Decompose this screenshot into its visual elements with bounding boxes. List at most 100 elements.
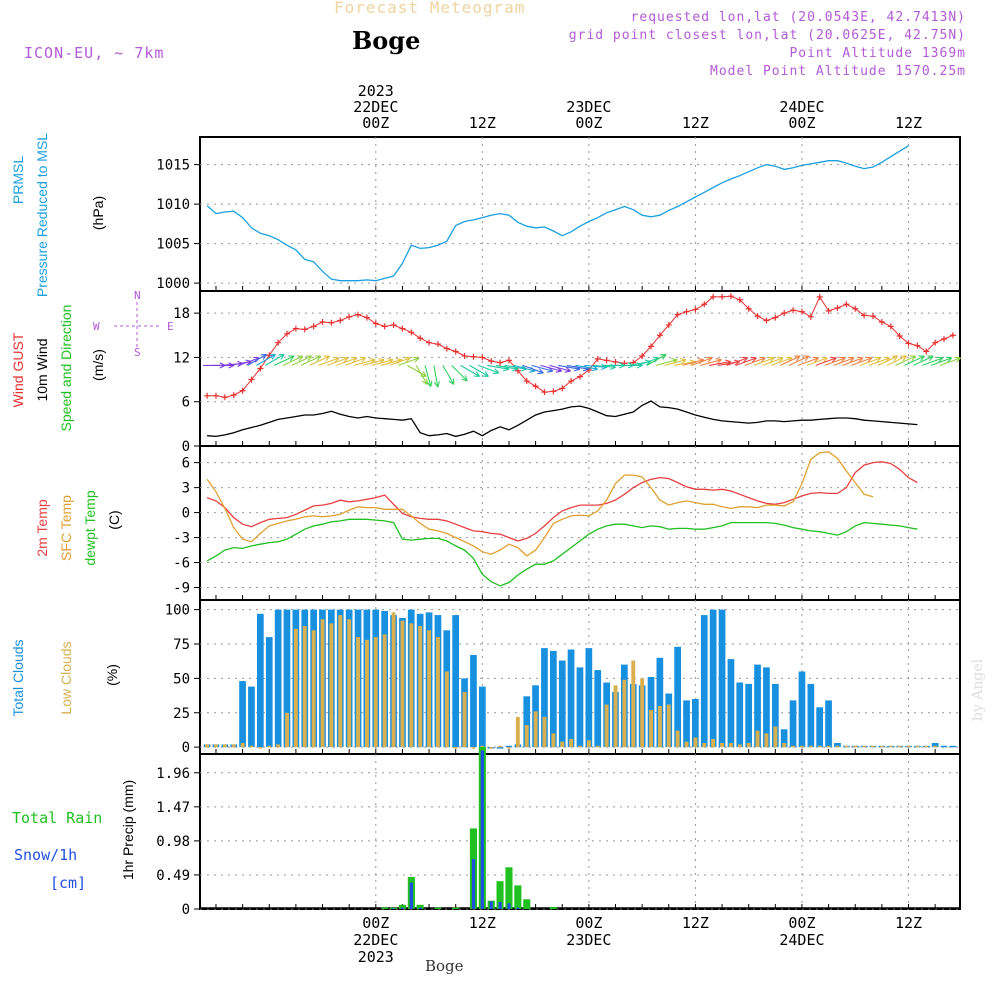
wind-direction-arrow bbox=[930, 356, 953, 366]
wind-direction-arrow bbox=[824, 356, 846, 366]
bottom-time-label: 00Z bbox=[575, 914, 602, 932]
y-tick-label: 75 bbox=[173, 637, 190, 653]
low-cloud-bar bbox=[897, 745, 902, 748]
bottom-time-label: 00Z bbox=[788, 914, 815, 932]
total-cloud-bar bbox=[949, 745, 957, 748]
wind-direction-arrow bbox=[744, 356, 766, 366]
wind-gust-marker bbox=[861, 312, 868, 319]
y-tick-label: 0 bbox=[182, 506, 190, 522]
wind-direction-arrow bbox=[309, 355, 331, 366]
wind-gust-marker bbox=[843, 301, 850, 308]
snow-bar bbox=[507, 903, 511, 909]
temp-sfc-line bbox=[206, 451, 874, 557]
temp-dewpt-line bbox=[206, 518, 918, 587]
low-cloud-bar bbox=[444, 671, 449, 748]
wind-direction-arrow bbox=[442, 365, 455, 385]
low-cloud-bar bbox=[453, 747, 458, 749]
wind-direction-arrow bbox=[851, 356, 873, 366]
wind-gust-marker bbox=[408, 329, 415, 336]
low-cloud-bar bbox=[640, 678, 645, 748]
bottom-time-label: 23DEC bbox=[566, 931, 611, 949]
low-cloud-bar bbox=[782, 743, 787, 748]
low-cloud-bar bbox=[436, 637, 440, 748]
wind-direction-arrow bbox=[779, 355, 801, 366]
rain-bar bbox=[416, 904, 424, 909]
total-cloud-bar bbox=[239, 681, 246, 748]
bottom-time-label: 22DEC bbox=[353, 931, 398, 949]
wind-gust-marker bbox=[656, 332, 663, 339]
wind-direction-arrow bbox=[877, 355, 899, 366]
wind-gust-marker bbox=[363, 314, 370, 321]
wind-gust-marker bbox=[710, 293, 717, 300]
wind-gust-marker bbox=[541, 389, 548, 396]
low-cloud-bar bbox=[737, 744, 742, 748]
wind-gust-marker bbox=[319, 319, 326, 325]
temperature-panel: -9 -6 -3 0 3 6 bbox=[173, 445, 961, 601]
wind-gust-marker bbox=[452, 348, 459, 355]
low-cloud-bar bbox=[658, 705, 662, 748]
wind-direction-arrow bbox=[273, 355, 295, 366]
total-cloud-bar bbox=[940, 745, 948, 748]
y-tick-label: -9 bbox=[173, 581, 190, 597]
wind-gust-marker bbox=[603, 357, 610, 364]
wind-direction-arrow bbox=[762, 356, 784, 366]
wind-direction-arrow bbox=[939, 356, 962, 366]
rain-bar bbox=[496, 881, 504, 909]
snow-legend: Snow/1h bbox=[14, 846, 78, 864]
low-cloud-bar bbox=[515, 716, 520, 748]
low-cloud-bar bbox=[729, 743, 733, 748]
low-cloud-bar bbox=[569, 738, 574, 748]
low-cloud-bar bbox=[613, 685, 618, 748]
low-cloud-bar bbox=[871, 745, 875, 748]
rain-bar bbox=[523, 899, 531, 909]
low-cloud-bar bbox=[267, 745, 272, 748]
wind-direction-arrow bbox=[859, 356, 882, 366]
low-cloud-bar bbox=[853, 745, 858, 748]
wind-direction-arrow bbox=[726, 356, 748, 366]
y-tick-label: 1015 bbox=[156, 158, 190, 174]
y-tick-label: 1000 bbox=[156, 276, 190, 292]
bottom-time-label: 2023 bbox=[358, 948, 394, 966]
wind-direction-arrow bbox=[460, 364, 481, 377]
wind-gust-marker bbox=[719, 293, 726, 300]
wind-direction-arrow bbox=[478, 364, 500, 375]
low-cloud-bar bbox=[631, 660, 636, 748]
low-cloud-bar bbox=[862, 745, 867, 748]
low-cloud-bar bbox=[675, 730, 680, 748]
wind-gust-marker bbox=[932, 339, 939, 346]
top-time-label: 12Z bbox=[682, 114, 709, 132]
wind-gust-marker bbox=[807, 313, 814, 320]
low-cloud-bar bbox=[560, 741, 565, 748]
bottom-time-label: 12Z bbox=[895, 914, 922, 932]
rain-bar bbox=[452, 907, 460, 909]
low-cloud-bar bbox=[844, 745, 849, 748]
low-cloud-bar bbox=[302, 626, 307, 748]
low-cloud-bar bbox=[418, 626, 423, 748]
total-cloud-bar bbox=[780, 729, 788, 748]
panel-frame bbox=[199, 753, 961, 910]
low-cloud-bar bbox=[285, 712, 289, 748]
low-cloud-bar bbox=[249, 745, 254, 748]
top-time-label: 2023 bbox=[358, 82, 394, 100]
wind-gust-marker bbox=[790, 307, 797, 314]
compass-w: W bbox=[93, 320, 100, 333]
low-cloud-bar bbox=[826, 745, 831, 748]
wind-direction-arrow bbox=[806, 356, 828, 366]
snow-bar bbox=[516, 907, 520, 909]
wind-gust-marker bbox=[523, 378, 530, 385]
low-cloud-bar bbox=[533, 711, 538, 748]
wind-gust-marker bbox=[488, 358, 495, 365]
low-cloud-bar bbox=[391, 612, 396, 748]
meteogram-title: Forecast Meteogram bbox=[334, 0, 526, 17]
wind-gust-marker bbox=[559, 385, 566, 392]
y-tick-label: 25 bbox=[173, 706, 190, 722]
wind-direction-arrow bbox=[833, 356, 855, 366]
total-cloud-bar bbox=[541, 648, 548, 748]
snow-bar bbox=[498, 902, 502, 909]
y-tick-label: 1010 bbox=[156, 197, 190, 213]
wind-direction-arrow bbox=[300, 355, 322, 366]
wind-gust-marker bbox=[443, 345, 450, 352]
wind-direction-arrow bbox=[753, 356, 775, 366]
total-cloud-bar bbox=[550, 650, 557, 748]
